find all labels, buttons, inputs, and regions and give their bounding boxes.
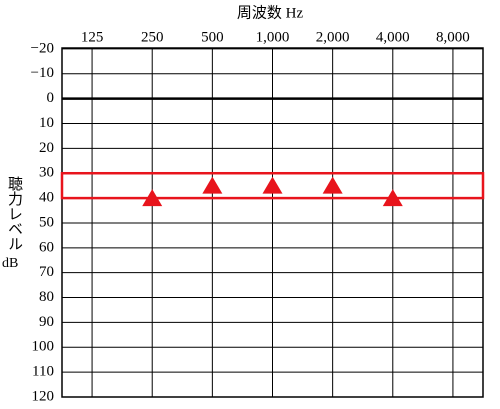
triangle-marker bbox=[322, 176, 343, 194]
y-tick-label: 20 bbox=[39, 140, 54, 156]
triangle-marker bbox=[202, 176, 223, 194]
x-tick-label: 500 bbox=[201, 29, 224, 45]
y-tick-label: 90 bbox=[39, 314, 54, 330]
y-tick-label: 10 bbox=[39, 115, 54, 131]
x-tick-label: 8,000 bbox=[436, 29, 470, 45]
y-tick-label: −10 bbox=[31, 65, 54, 81]
y-tick-label: 120 bbox=[32, 388, 55, 404]
y-axis-title: 聴力レベル bbox=[6, 176, 22, 251]
y-tick-label: −20 bbox=[31, 40, 54, 56]
x-tick-label: 125 bbox=[81, 29, 104, 45]
triangle-marker bbox=[382, 189, 403, 207]
x-tick-label: 250 bbox=[141, 29, 164, 45]
y-tick-label: 0 bbox=[47, 90, 55, 106]
y-tick-label: 110 bbox=[32, 364, 54, 380]
y-tick-label: 80 bbox=[39, 289, 54, 305]
y-axis-unit: dB bbox=[2, 256, 19, 271]
highlight-band bbox=[60, 171, 485, 200]
y-tick-label: 100 bbox=[32, 339, 55, 355]
y-tick-label: 70 bbox=[39, 264, 54, 280]
x-axis-title: 周波数 Hz bbox=[237, 4, 304, 21]
y-tick-label: 60 bbox=[39, 239, 54, 255]
triangle-marker bbox=[262, 176, 283, 194]
triangle-marker bbox=[142, 189, 163, 207]
plot-frame bbox=[61, 47, 484, 398]
x-tick-label: 1,000 bbox=[256, 29, 290, 45]
x-tick-label: 4,000 bbox=[376, 29, 410, 45]
y-tick-label: 50 bbox=[39, 214, 54, 230]
y-tick-label: 40 bbox=[39, 190, 54, 206]
x-tick-label: 2,000 bbox=[316, 29, 350, 45]
y-tick-label: 30 bbox=[39, 165, 54, 181]
